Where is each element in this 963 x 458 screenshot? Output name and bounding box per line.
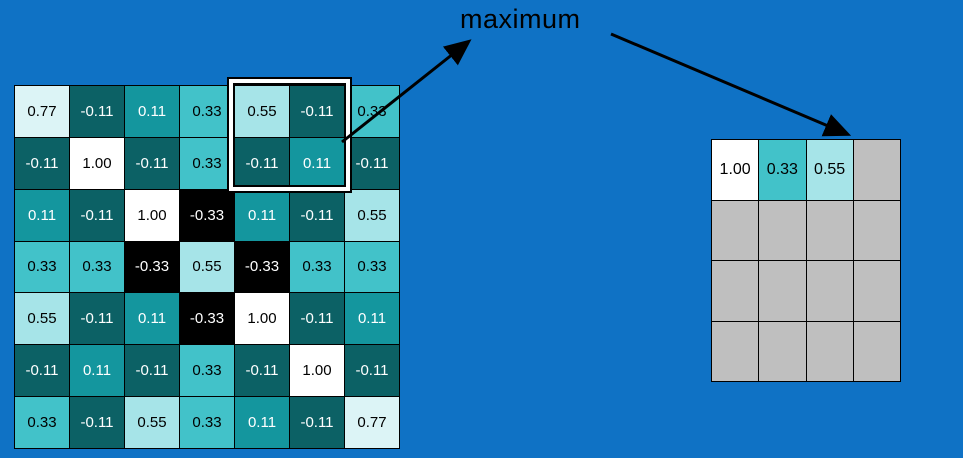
- right-matrix-cell: [853, 140, 900, 200]
- left-matrix-cell: 0.77: [15, 86, 69, 137]
- left-matrix-cell: 0.33: [15, 241, 69, 293]
- left-matrix-cell: -0.11: [290, 397, 344, 448]
- right-matrix-cell: [853, 200, 900, 260]
- left-matrix-cell: 0.11: [235, 397, 289, 448]
- left-matrix-cell: 0.11: [125, 293, 179, 345]
- arrow-maximum-to-output: [610, 32, 852, 137]
- left-matrix: 0.77 -0.11 0.11 0.33 0.55 -0.11 0.33 -0.11 1.00-…: [14, 85, 400, 449]
- left-matrix-cell: -0.11: [235, 137, 289, 189]
- left-matrix-cell: 0.11: [15, 189, 69, 241]
- left-matrix-cell: 0.33: [15, 397, 69, 448]
- left-matrix-cell: -0.11: [15, 345, 69, 397]
- left-matrix-cell: 0.55: [345, 189, 399, 241]
- right-matrix-cell: 1.00: [712, 140, 759, 200]
- right-matrix-cell: 0.55: [806, 140, 853, 200]
- left-matrix-cell: -0.33: [180, 189, 234, 241]
- left-matrix-cell: 0.55: [125, 397, 179, 448]
- right-matrix-cell: [712, 261, 759, 321]
- right-matrix-cell: [806, 261, 853, 321]
- left-matrix-cell: -0.11: [125, 345, 179, 397]
- left-matrix-cell: 0.11: [290, 137, 344, 189]
- left-matrix-cell: -0.11: [70, 293, 124, 345]
- left-matrix-cell: 0.11: [345, 293, 399, 345]
- left-matrix-cell: 0.33: [345, 241, 399, 293]
- left-matrix-cell: -0.11: [235, 345, 289, 397]
- left-matrix-cell: 0.33: [180, 86, 234, 137]
- left-matrix-cell: 0.33: [345, 86, 399, 137]
- left-matrix-cell: -0.11: [70, 189, 124, 241]
- right-matrix-cell: 0.33: [759, 140, 806, 200]
- left-matrix-cell: 1.00: [125, 189, 179, 241]
- left-matrix-cell: -0.11: [70, 397, 124, 448]
- left-matrix-cell: 1.00: [70, 137, 124, 189]
- right-matrix-cell: [853, 261, 900, 321]
- left-matrix-cell: -0.11: [290, 189, 344, 241]
- left-matrix-cell: 0.55: [180, 241, 234, 293]
- maximum-label: maximum: [460, 4, 581, 34]
- left-matrix-cell: 0.33: [290, 241, 344, 293]
- left-matrix-cell: -0.11: [125, 137, 179, 189]
- right-matrix-cell: [712, 321, 759, 381]
- left-matrix-cell: 0.33: [180, 397, 234, 448]
- left-matrix-cell: 0.11: [70, 345, 124, 397]
- left-matrix-cell: 0.55: [235, 86, 289, 137]
- right-matrix-cell: [806, 321, 853, 381]
- left-matrix-cell: 1.00: [290, 345, 344, 397]
- left-matrix-cell: 0.33: [180, 345, 234, 397]
- left-matrix-cell: -0.33: [235, 241, 289, 293]
- left-matrix-cell: 1.00: [235, 293, 289, 345]
- left-matrix-cell: 0.55: [15, 293, 69, 345]
- left-matrix-cell: -0.11: [290, 86, 344, 137]
- right-matrix-cell: [759, 200, 806, 260]
- right-matrix-cell: [806, 200, 853, 260]
- left-matrix-cell: -0.33: [180, 293, 234, 345]
- left-matrix-cell: -0.11: [345, 345, 399, 397]
- left-matrix-cell: 0.11: [125, 86, 179, 137]
- right-matrix-cell: [759, 321, 806, 381]
- right-matrix: 1.00 0.33 0.55: [711, 139, 901, 382]
- left-matrix-cell: -0.11: [290, 293, 344, 345]
- left-matrix-cell: -0.11: [15, 137, 69, 189]
- right-matrix-cell: [759, 261, 806, 321]
- left-matrix-cell: -0.11: [345, 137, 399, 189]
- left-matrix-cell: -0.33: [125, 241, 179, 293]
- left-matrix-cell: -0.11: [70, 86, 124, 137]
- right-matrix-cell: [853, 321, 900, 381]
- left-matrix-cell: 0.33: [180, 137, 234, 189]
- left-matrix-cell: 0.77: [345, 397, 399, 448]
- left-matrix-cell: 0.11: [235, 189, 289, 241]
- left-matrix-cell: 0.33: [70, 241, 124, 293]
- right-matrix-cell: [712, 200, 759, 260]
